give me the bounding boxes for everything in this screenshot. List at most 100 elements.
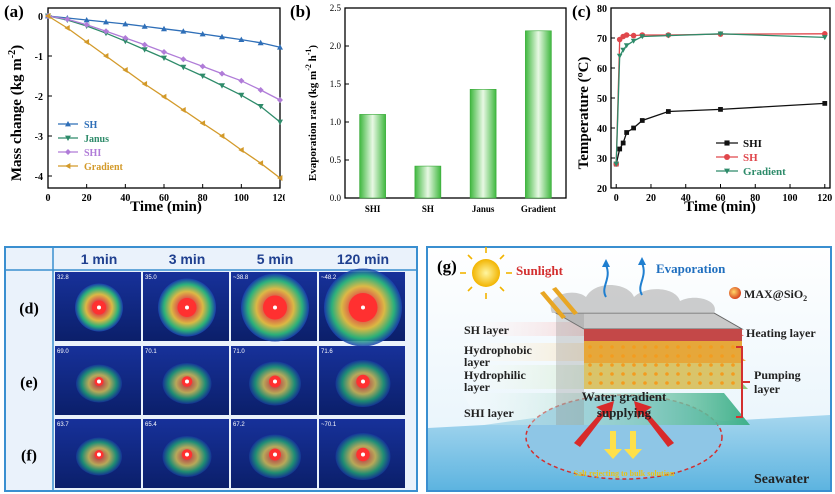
particle bbox=[687, 345, 691, 349]
particle bbox=[731, 381, 735, 385]
salt-arrows bbox=[604, 431, 642, 459]
max-sio2-marker bbox=[729, 287, 741, 299]
legend-marker bbox=[724, 154, 730, 160]
point-gradient bbox=[630, 38, 637, 44]
x-tick-label: 0 bbox=[614, 193, 619, 204]
x-tick-label: 120 bbox=[817, 193, 832, 204]
thermal-cells: 1 min 3 min 5 min 120 min (d) 32.8 35.0 ~38.8 ~4… bbox=[19, 251, 405, 488]
point-gradient bbox=[620, 47, 626, 53]
particle bbox=[709, 372, 713, 376]
point-gradient bbox=[219, 133, 225, 139]
particle bbox=[632, 354, 636, 358]
particle bbox=[665, 372, 669, 376]
thermal-col-header: 1 min bbox=[81, 251, 118, 267]
particle bbox=[588, 372, 592, 376]
y-tick-label: 1.5 bbox=[330, 79, 342, 89]
particle bbox=[621, 372, 625, 376]
point-gradient bbox=[257, 160, 264, 167]
y-tick-label: 2.5 bbox=[330, 3, 342, 13]
point-shi bbox=[718, 107, 723, 112]
thermal-max-temp: 71.0 bbox=[233, 349, 245, 355]
particle bbox=[676, 345, 680, 349]
legend-label-gradient: Gradient bbox=[84, 162, 124, 173]
legend-label-shi: SHI bbox=[84, 148, 101, 159]
particle bbox=[588, 354, 592, 358]
particle bbox=[698, 354, 702, 358]
y-tick-label: -2 bbox=[35, 92, 43, 103]
particle bbox=[632, 345, 636, 349]
point-shi bbox=[103, 28, 109, 35]
particle bbox=[698, 345, 702, 349]
legend-label-sh: SH bbox=[743, 152, 758, 164]
x-tick-label: 40 bbox=[681, 193, 691, 204]
label-water-gradient: Water gradient bbox=[582, 389, 667, 404]
x-tick-label: 100 bbox=[234, 193, 249, 204]
particle bbox=[720, 372, 724, 376]
y-tick-label: 0.0 bbox=[330, 193, 342, 203]
legend-marker bbox=[65, 163, 71, 169]
label-shi-layer: SHI layer bbox=[464, 406, 514, 420]
chart-b-frame bbox=[344, 7, 567, 199]
series-line-sh bbox=[47, 15, 281, 48]
point-janus bbox=[180, 64, 187, 71]
particle bbox=[643, 363, 647, 367]
y-tick-label: -3 bbox=[35, 132, 43, 143]
thermal-center bbox=[273, 305, 277, 310]
point-sh bbox=[141, 23, 148, 29]
point-gradient bbox=[623, 43, 630, 49]
thermal-center bbox=[273, 452, 277, 457]
particle bbox=[687, 354, 691, 358]
particle bbox=[654, 345, 658, 349]
point-gradient bbox=[665, 33, 672, 39]
label-sunlight: Sunlight bbox=[516, 263, 564, 278]
y-tick-label: 50 bbox=[597, 94, 607, 105]
series-line-janus bbox=[47, 15, 281, 123]
particle bbox=[599, 372, 603, 376]
point-gradient bbox=[180, 107, 186, 113]
series-line-sh bbox=[615, 33, 825, 165]
particle bbox=[731, 354, 735, 358]
chart-c-legend: SHI SH Gradient bbox=[716, 138, 786, 178]
chart-c-series bbox=[613, 31, 828, 167]
point-sh bbox=[83, 17, 90, 23]
y-tick-label: 20 bbox=[597, 184, 607, 195]
bar-sh bbox=[414, 165, 442, 199]
particle bbox=[599, 381, 603, 385]
thermal-col-header: 5 min bbox=[257, 251, 294, 267]
point-shi bbox=[277, 97, 283, 103]
point-gradient bbox=[45, 13, 51, 19]
y-tick-label: 60 bbox=[597, 64, 607, 75]
particle bbox=[676, 363, 680, 367]
panel-label-b: (b) bbox=[290, 2, 311, 21]
point-gradient bbox=[103, 53, 109, 59]
point-janus bbox=[199, 73, 206, 79]
chart-b-bars: SHI SH Janus Gradient bbox=[359, 30, 556, 214]
thermal-max-temp: 63.7 bbox=[57, 422, 69, 428]
chart-a-axes: 0 20 40 60 80 100 120 0 -1 -2 -3 -4 bbox=[35, 7, 285, 204]
particle bbox=[709, 363, 713, 367]
y-tick-label: 80 bbox=[597, 4, 607, 15]
panel-label-c: (c) bbox=[572, 2, 591, 21]
label-evaporation: Evaporation bbox=[656, 261, 726, 276]
bar-janus bbox=[469, 89, 497, 199]
particle bbox=[687, 363, 691, 367]
thermal-center bbox=[361, 452, 365, 457]
point-shi bbox=[141, 41, 148, 48]
point-gradient bbox=[821, 35, 828, 41]
particle bbox=[665, 363, 669, 367]
particle bbox=[621, 345, 625, 349]
particle bbox=[665, 381, 669, 385]
particle bbox=[676, 372, 680, 376]
legend-label-janus: Janus bbox=[84, 134, 109, 145]
thermal-row-label: (d) bbox=[19, 301, 39, 318]
sun-rays bbox=[460, 247, 512, 299]
point-shi bbox=[631, 125, 636, 131]
legend-marker bbox=[724, 168, 730, 174]
point-gradient bbox=[161, 93, 167, 100]
gradient-arrow-right bbox=[634, 401, 674, 447]
particle bbox=[643, 372, 647, 376]
point-sh bbox=[630, 32, 637, 39]
thermal-center bbox=[97, 452, 101, 457]
particle bbox=[588, 381, 592, 385]
x-tick-label: 100 bbox=[783, 193, 798, 204]
